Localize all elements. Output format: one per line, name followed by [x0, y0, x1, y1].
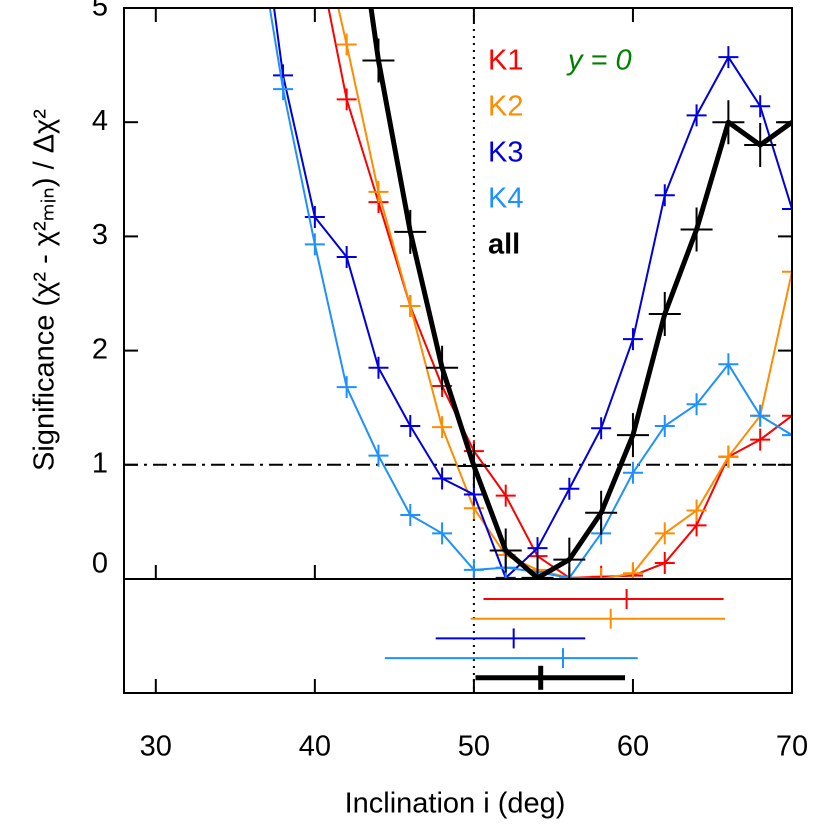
data-point	[495, 484, 516, 507]
y-tick-label: 1	[92, 447, 108, 479]
series-line	[327, 8, 792, 579]
data-point	[463, 558, 484, 579]
data-point	[782, 260, 792, 283]
data-point	[622, 328, 643, 351]
data-point	[489, 528, 522, 573]
data-point	[686, 499, 707, 522]
legend-label: K4	[488, 183, 523, 215]
x-tick-label: 30	[140, 731, 172, 763]
data-point	[718, 445, 739, 468]
series-line	[268, 8, 792, 579]
data-point	[616, 413, 649, 458]
data-point	[622, 461, 643, 484]
data-point	[591, 417, 612, 440]
y-tick-label: 2	[92, 333, 108, 365]
data-point	[400, 504, 421, 527]
series-line	[273, 8, 792, 579]
data-point	[527, 537, 548, 560]
data-point	[432, 467, 453, 490]
data-point	[336, 88, 357, 111]
y-axis-label: Significance (χ² - χ²ₘᵢₙ) / Δχ²	[29, 109, 61, 471]
plot-frame	[123, 7, 793, 580]
data-point	[648, 292, 681, 337]
data-point	[654, 522, 675, 545]
data-point	[336, 245, 357, 268]
annotation: y = 0	[566, 45, 632, 77]
data-point	[686, 104, 707, 127]
data-point	[400, 295, 421, 318]
x-tick-label: 70	[776, 731, 808, 763]
data-point	[362, 38, 395, 83]
data-point	[336, 376, 357, 399]
data-point	[750, 404, 771, 427]
x-axis-label: Inclination i (deg)	[345, 788, 566, 820]
data-point	[591, 568, 612, 579]
data-point	[304, 233, 325, 256]
data-point	[776, 100, 792, 145]
plot-area	[268, 8, 792, 579]
data-point	[654, 184, 675, 207]
x-tick-label: 60	[617, 731, 649, 763]
data-point	[585, 490, 618, 535]
data-point	[521, 555, 554, 579]
x-tick-label: 50	[458, 731, 490, 763]
y-tick-label: 4	[92, 105, 108, 137]
legend-label: K2	[488, 91, 523, 123]
data-point	[750, 95, 771, 118]
data-point	[368, 180, 389, 203]
data-point	[553, 537, 586, 579]
data-point	[368, 356, 389, 379]
legend-label: K1	[488, 45, 523, 77]
data-point	[718, 46, 739, 69]
data-point	[680, 207, 713, 252]
data-point	[368, 444, 389, 467]
data-point	[750, 428, 771, 451]
legend-label: K3	[488, 137, 523, 169]
data-point	[432, 522, 453, 545]
data-point	[744, 123, 777, 168]
data-point	[432, 416, 453, 439]
data-point	[426, 345, 459, 390]
data-point	[712, 100, 745, 145]
data-point	[559, 477, 580, 500]
data-point	[336, 33, 357, 56]
y-tick-label: 0	[92, 548, 108, 580]
y-tick-label: 5	[92, 0, 108, 23]
data-point	[394, 209, 427, 254]
data-point	[457, 443, 490, 488]
x-tick-label: 40	[299, 731, 331, 763]
data-point	[400, 414, 421, 437]
data-point	[304, 205, 325, 228]
data-point	[718, 353, 739, 376]
data-point	[622, 562, 643, 579]
data-point	[782, 424, 792, 447]
series-line	[337, 8, 792, 579]
y-tick-label: 3	[92, 219, 108, 251]
lower-panel-frame	[123, 578, 793, 694]
data-point	[654, 552, 675, 575]
data-point	[686, 393, 707, 416]
data-point	[782, 404, 792, 427]
data-point	[273, 78, 294, 101]
legend-label: all	[488, 229, 520, 261]
data-point	[654, 414, 675, 437]
data-point	[782, 197, 792, 220]
